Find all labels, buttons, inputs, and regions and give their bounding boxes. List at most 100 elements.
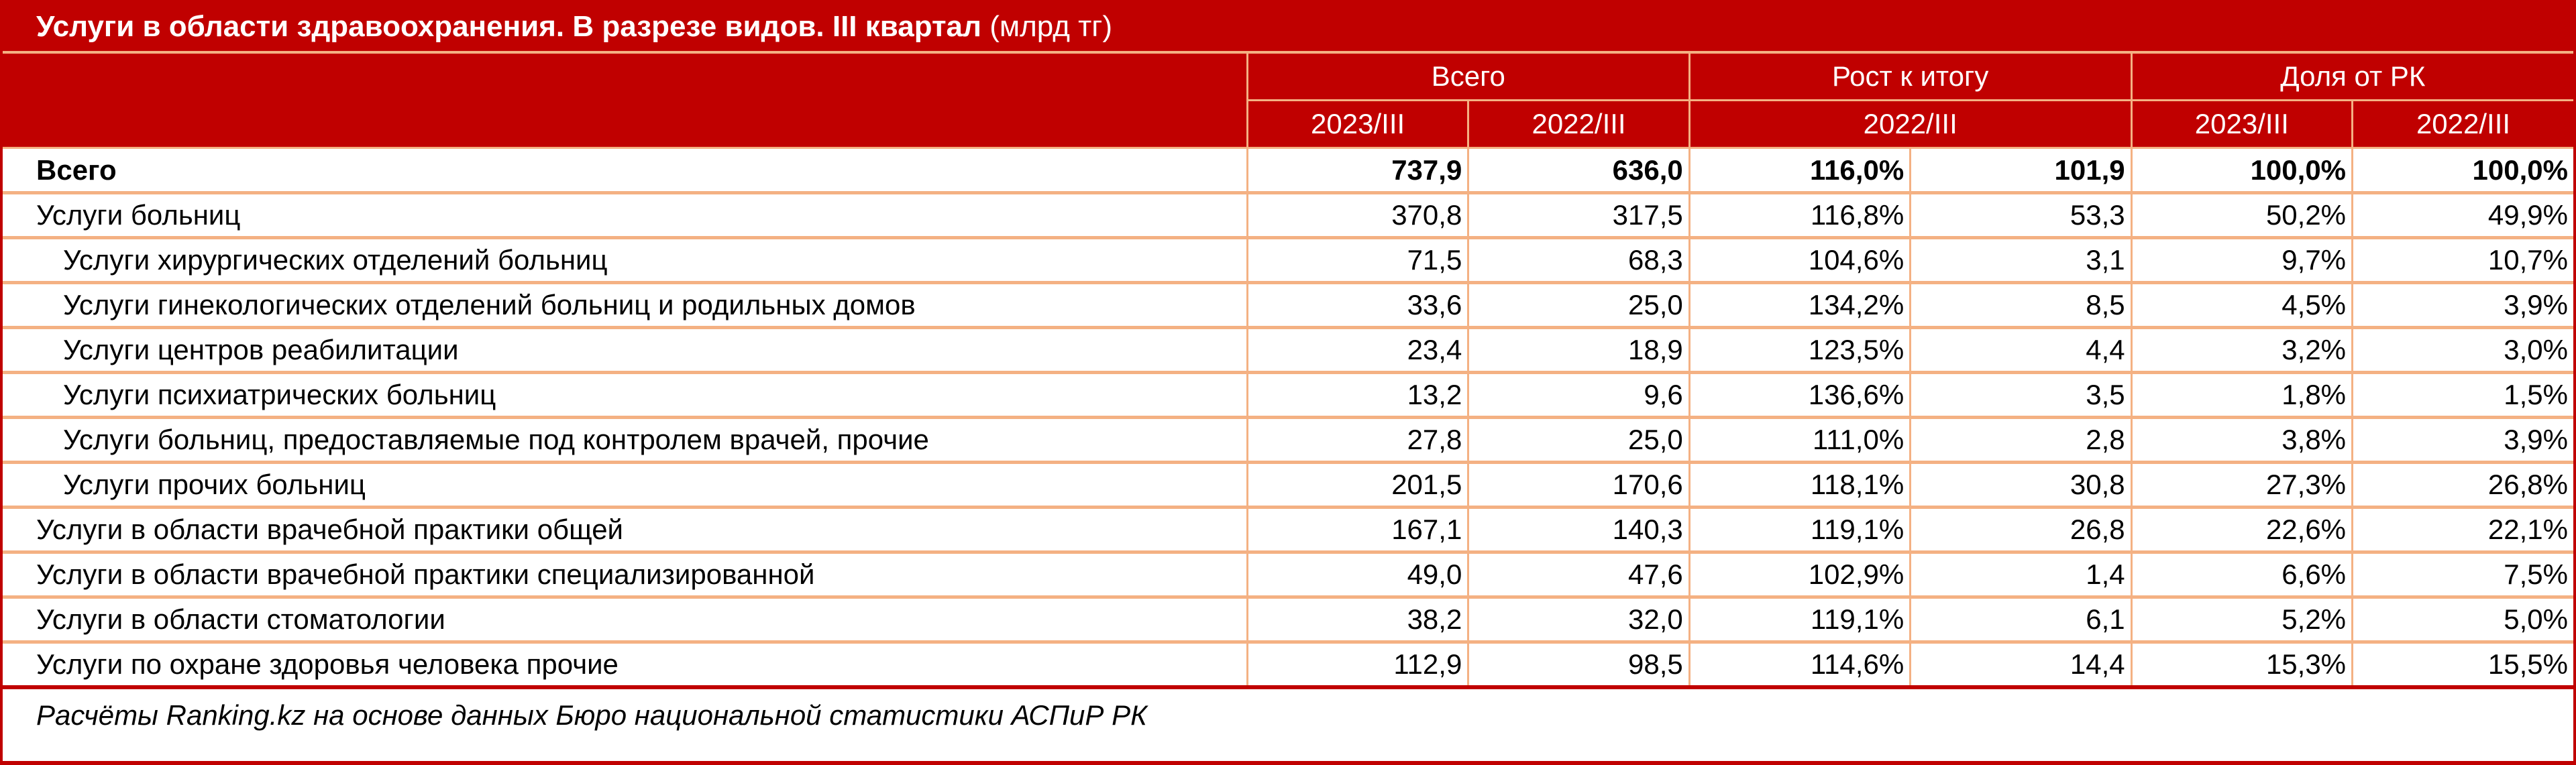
subheader-share-2022: 2022/III bbox=[2351, 99, 2573, 149]
cell-growth-abs: 3,1 bbox=[1910, 237, 2133, 284]
cell-growth-abs: 1,4 bbox=[1910, 552, 2133, 599]
row-label: Услуги в области стоматологии bbox=[3, 597, 1248, 644]
cell-growth-pct: 116,8% bbox=[1689, 192, 1912, 239]
cell-share-2023: 15,3% bbox=[2131, 642, 2354, 689]
cell-total-2023: 737,9 bbox=[1247, 148, 1470, 194]
cell-total-2023: 49,0 bbox=[1247, 552, 1470, 599]
cell-total-2023: 71,5 bbox=[1247, 237, 1470, 284]
subheader-total-2023: 2023/III bbox=[1246, 99, 1470, 149]
cell-total-2023: 201,5 bbox=[1247, 462, 1470, 509]
cell-growth-abs: 53,3 bbox=[1910, 192, 2133, 239]
cell-total-2022: 98,5 bbox=[1468, 642, 1690, 689]
cell-growth-abs: 8,5 bbox=[1910, 282, 2133, 329]
cell-growth-abs: 101,9 bbox=[1910, 148, 2133, 194]
table-row: Услуги гинекологических отделений больни… bbox=[3, 282, 2573, 329]
cell-share-2023: 1,8% bbox=[2131, 372, 2354, 419]
header-blank bbox=[3, 54, 1248, 149]
table-title: Услуги в области здравоохранения. В разр… bbox=[3, 0, 2573, 54]
data-table: Всего Рост к итогу Доля от РК 2023/III 2… bbox=[3, 54, 2573, 689]
cell-share-2023: 3,8% bbox=[2131, 417, 2354, 464]
cell-growth-pct: 111,0% bbox=[1689, 417, 1912, 464]
cell-share-2022: 49,9% bbox=[2352, 192, 2573, 239]
cell-growth-pct: 119,1% bbox=[1689, 507, 1912, 554]
title-main: Услуги в области здравоохранения. В разр… bbox=[36, 10, 981, 43]
cell-growth-abs: 4,4 bbox=[1910, 327, 2133, 374]
row-label: Услуги хирургических отделений больниц bbox=[3, 237, 1248, 284]
cell-total-2023: 370,8 bbox=[1247, 192, 1470, 239]
table-row: Услуги больниц 370,8 317,5 116,8% 53,3 5… bbox=[3, 192, 2573, 239]
cell-growth-pct: 134,2% bbox=[1689, 282, 1912, 329]
row-label: Услуги прочих больниц bbox=[3, 462, 1248, 509]
row-label: Услуги в области врачебной практики обще… bbox=[3, 507, 1248, 554]
source-note: Расчёты Ranking.kz на основе данных Бюро… bbox=[36, 699, 1147, 731]
cell-share-2022: 26,8% bbox=[2352, 462, 2573, 509]
title-unit: (млрд тг) bbox=[989, 10, 1112, 43]
cell-total-2023: 23,4 bbox=[1247, 327, 1470, 374]
cell-share-2023: 50,2% bbox=[2131, 192, 2354, 239]
table-row: Услуги в области врачебной практики спец… bbox=[3, 552, 2573, 599]
cell-growth-abs: 26,8 bbox=[1910, 507, 2133, 554]
row-label: Услуги в области врачебной практики спец… bbox=[3, 552, 1248, 599]
subheader-growth-2022: 2022/III bbox=[1688, 99, 2133, 149]
cell-total-2023: 27,8 bbox=[1247, 417, 1470, 464]
cell-share-2022: 3,9% bbox=[2352, 282, 2573, 329]
cell-share-2023: 5,2% bbox=[2131, 597, 2354, 644]
cell-total-2022: 170,6 bbox=[1468, 462, 1690, 509]
cell-growth-pct: 118,1% bbox=[1689, 462, 1912, 509]
cell-total-2023: 112,9 bbox=[1247, 642, 1470, 689]
row-label: Услуги психиатрических больниц bbox=[3, 372, 1248, 419]
cell-share-2022: 5,0% bbox=[2352, 597, 2573, 644]
cell-growth-pct: 102,9% bbox=[1689, 552, 1912, 599]
cell-share-2023: 6,6% bbox=[2131, 552, 2354, 599]
table-row-total: Всего 737,9 636,0 116,0% 101,9 100,0% 10… bbox=[3, 148, 2573, 194]
cell-total-2022: 25,0 bbox=[1468, 282, 1690, 329]
cell-share-2022: 100,0% bbox=[2352, 148, 2573, 194]
table-row: Услуги в области врачебной практики обще… bbox=[3, 507, 2573, 554]
cell-total-2022: 140,3 bbox=[1468, 507, 1690, 554]
row-label: Услуги больниц bbox=[3, 192, 1248, 239]
row-label: Всего bbox=[3, 148, 1248, 194]
table-row: Услуги центров реабилитации 23,4 18,9 12… bbox=[3, 327, 2573, 374]
header-group-row: Всего Рост к итогу Доля от РК bbox=[3, 54, 2573, 149]
cell-total-2023: 38,2 bbox=[1247, 597, 1470, 644]
table-row: Услуги по охране здоровья человека прочи… bbox=[3, 642, 2573, 689]
cell-growth-abs: 14,4 bbox=[1910, 642, 2133, 689]
header-group-share: Доля от РК bbox=[2130, 54, 2573, 101]
cell-share-2022: 22,1% bbox=[2352, 507, 2573, 554]
cell-total-2022: 636,0 bbox=[1468, 148, 1690, 194]
cell-growth-abs: 3,5 bbox=[1910, 372, 2133, 419]
row-label: Услуги больниц, предоставляемые под конт… bbox=[3, 417, 1248, 464]
cell-share-2022: 10,7% bbox=[2352, 237, 2573, 284]
subheader-total-2022: 2022/III bbox=[1467, 99, 1690, 149]
cell-share-2022: 3,0% bbox=[2352, 327, 2573, 374]
cell-growth-pct: 114,6% bbox=[1689, 642, 1912, 689]
row-label: Услуги по охране здоровья человека прочи… bbox=[3, 642, 1248, 689]
table-row: Услуги в области стоматологии 38,2 32,0 … bbox=[3, 597, 2573, 644]
cell-share-2022: 15,5% bbox=[2352, 642, 2573, 689]
header-sub-row: 2023/III 2022/III 2022/III 2023/III 2022… bbox=[3, 99, 2573, 149]
cell-total-2023: 13,2 bbox=[1247, 372, 1470, 419]
table-row: Услуги хирургических отделений больниц 7… bbox=[3, 237, 2573, 284]
cell-total-2022: 18,9 bbox=[1468, 327, 1690, 374]
cell-total-2022: 47,6 bbox=[1468, 552, 1690, 599]
cell-share-2022: 1,5% bbox=[2352, 372, 2573, 419]
subheader-share-2023: 2023/III bbox=[2130, 99, 2354, 149]
cell-share-2023: 9,7% bbox=[2131, 237, 2354, 284]
table-row: Услуги прочих больниц 201,5 170,6 118,1%… bbox=[3, 462, 2573, 509]
cell-share-2022: 7,5% bbox=[2352, 552, 2573, 599]
cell-growth-pct: 116,0% bbox=[1689, 148, 1912, 194]
cell-share-2022: 3,9% bbox=[2352, 417, 2573, 464]
cell-total-2022: 317,5 bbox=[1468, 192, 1690, 239]
table-row: Услуги больниц, предоставляемые под конт… bbox=[3, 417, 2573, 464]
cell-growth-abs: 6,1 bbox=[1910, 597, 2133, 644]
cell-share-2023: 27,3% bbox=[2131, 462, 2354, 509]
cell-total-2023: 33,6 bbox=[1247, 282, 1470, 329]
cell-share-2023: 100,0% bbox=[2131, 148, 2354, 194]
cell-growth-pct: 119,1% bbox=[1689, 597, 1912, 644]
cell-growth-pct: 123,5% bbox=[1689, 327, 1912, 374]
cell-growth-pct: 104,6% bbox=[1689, 237, 1912, 284]
cell-total-2022: 32,0 bbox=[1468, 597, 1690, 644]
header-group-total: Всего bbox=[1246, 54, 1690, 101]
cell-share-2023: 3,2% bbox=[2131, 327, 2354, 374]
